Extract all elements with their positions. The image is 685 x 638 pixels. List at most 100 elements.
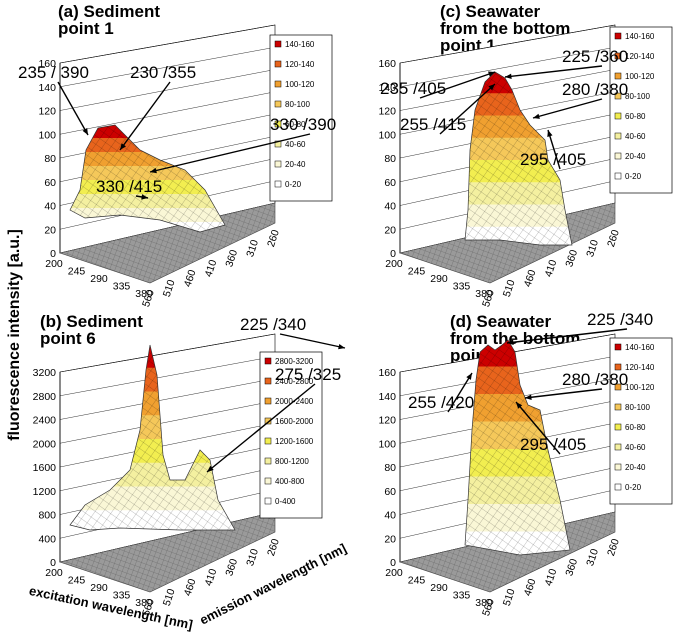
peak-arrow	[206, 383, 316, 473]
legend-entry: 100-120	[625, 383, 655, 392]
peak-arrowhead	[338, 344, 345, 350]
legend-swatch	[614, 383, 622, 391]
legend: 140-160 120-140 100-120 80-100 60-80 40-60 20-…	[609, 337, 673, 505]
z-tick-label: 80	[384, 153, 396, 165]
excitation-tick-label: 245	[68, 575, 86, 587]
legend-swatch	[274, 120, 282, 128]
surface-outline	[464, 71, 573, 246]
z-tick-label: 400	[38, 533, 56, 545]
legend-swatch	[614, 72, 622, 80]
peak-label: 230 /355	[130, 63, 196, 82]
excitation-tick-label: 335	[453, 590, 471, 602]
z-tick-label: 120	[378, 106, 396, 118]
peak-arrowhead	[82, 128, 88, 135]
peak-label: 280 /380	[562, 80, 628, 99]
legend-entry: 20-40	[625, 152, 646, 161]
legend-entry: 80-100	[625, 403, 650, 412]
legend-entry: 40-60	[625, 443, 646, 452]
z-tick-label: 2000	[33, 438, 57, 450]
legend-entry: 40-60	[285, 140, 306, 149]
legend-entry: 1600-2000	[275, 417, 314, 426]
peak-label: 235 /405	[380, 79, 446, 98]
wall-gridline	[59, 378, 276, 420]
wall-gridline	[59, 24, 276, 64]
emission-tick-label: 510	[501, 278, 518, 299]
wall-gridline	[399, 24, 616, 64]
legend-entry: 100-120	[625, 72, 655, 81]
z-tick-label: 140	[38, 82, 56, 94]
excitation-tick-label: 245	[68, 266, 86, 278]
z-tick-label: 100	[378, 438, 396, 450]
panel-title-line: point 1	[58, 19, 114, 38]
surface-outline	[464, 339, 571, 556]
legend-entry: 100-120	[285, 80, 315, 89]
legend-entry: 60-80	[285, 120, 306, 129]
legend-swatch	[274, 100, 282, 108]
legend-swatch	[274, 40, 282, 48]
peak-arrow	[419, 71, 496, 99]
z-tick-label: 2800	[33, 391, 57, 403]
legend-swatch	[614, 343, 622, 351]
emission-tick-label: 410	[203, 567, 220, 588]
peak-label: 275 /325	[275, 365, 341, 384]
emission-tick-label: 560	[480, 597, 497, 618]
emission-tick-label: 360	[563, 557, 580, 578]
legend-swatch	[614, 443, 622, 451]
wall-gridline	[59, 91, 276, 135]
panel-title-line: point 6	[40, 329, 96, 348]
excitation-tick-label: 200	[385, 567, 403, 579]
z-tick-label: 160	[38, 58, 56, 70]
emission-tick-label: 460	[522, 268, 539, 289]
z-tick-label: 0	[390, 248, 396, 260]
legend-entry: 120-140	[625, 52, 655, 61]
emission-tick-label: 260	[265, 537, 282, 558]
peak-label: 295 /405	[520, 435, 586, 454]
peak-arrow	[504, 65, 603, 78]
emission-tick-label: 560	[480, 288, 497, 309]
peak-label: 225 /340	[240, 315, 306, 334]
z-tick-label: 140	[378, 82, 396, 94]
peak-arrowhead	[150, 167, 157, 174]
emission-tick-label: 410	[543, 258, 560, 279]
legend-entry: 400-800	[275, 477, 305, 486]
y-axis-label: fluorescence intensity [a.u.]	[6, 229, 23, 441]
excitation-tick-label: 290	[90, 582, 108, 594]
emission-tick-label: 410	[203, 258, 220, 279]
legend-swatch	[614, 92, 622, 100]
excitation-tick-label: 380	[475, 288, 493, 300]
z-tick-label: 100	[38, 129, 56, 141]
legend-swatch	[614, 363, 622, 371]
emission-tick-label: 360	[223, 248, 240, 269]
peak-arrowhead	[207, 465, 214, 472]
legend: 140-160 120-140 100-120 80-100 60-80 40-60 20-…	[609, 26, 673, 194]
excitation-tick-label: 245	[408, 575, 426, 587]
peak-arrow	[119, 81, 171, 151]
legend-swatch	[614, 112, 622, 120]
z-tick-label: 160	[378, 367, 396, 379]
excitation-tick-label: 335	[113, 281, 131, 293]
excitation-tick-label: 290	[90, 273, 108, 285]
excitation-tick-label: 380	[475, 597, 493, 609]
emission-tick-label: 460	[182, 577, 199, 598]
surface-outline	[69, 344, 236, 531]
legend-entry: 0-20	[285, 180, 302, 189]
legend-entry: 80-100	[625, 92, 650, 101]
z-tick-label: 40	[384, 510, 396, 522]
legend-swatch	[614, 483, 622, 491]
panel-title-line: from the bottom	[450, 329, 580, 348]
legend-swatch	[614, 172, 622, 180]
legend-swatch	[264, 397, 272, 405]
legend-swatch	[264, 357, 272, 365]
peak-arrowhead	[488, 84, 495, 91]
peak-label: 330 /390	[270, 115, 336, 134]
peak-arrowhead	[120, 143, 126, 150]
legend-swatch	[264, 477, 272, 485]
legend-entry: 800-1200	[275, 457, 309, 466]
emission-tick-label: 460	[522, 577, 539, 598]
z-tick-label: 60	[384, 177, 396, 189]
excitation-tick-label: 290	[430, 273, 448, 285]
z-tick-label: 120	[38, 106, 56, 118]
